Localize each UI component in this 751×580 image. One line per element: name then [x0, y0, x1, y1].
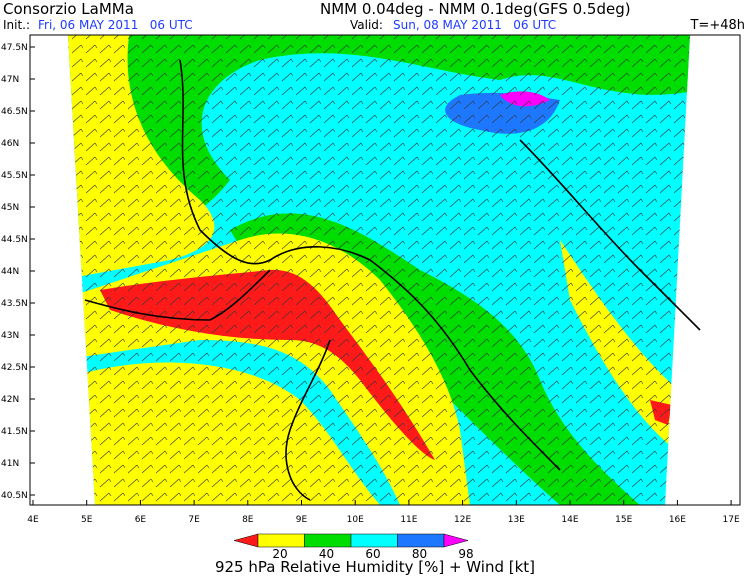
- x-tick-label: 9E: [296, 515, 308, 525]
- init-label: Init.:: [3, 18, 30, 32]
- valid-value: Sun, 08 MAY 2011 06 UTC: [393, 18, 556, 32]
- y-axis: 47.5N 47N 46.5N 46N 45.5N 45N 44.5N 44N 43.5N 43N…: [1, 43, 35, 501]
- x-tick-label: 16E: [669, 515, 686, 525]
- y-tick-label: 46.5N: [1, 107, 28, 117]
- x-tick-label: 13E: [508, 515, 525, 525]
- x-tick-label: 15E: [615, 515, 632, 525]
- x-tick-label: 12E: [454, 515, 471, 525]
- colorbar-segment: [257, 533, 305, 548]
- x-tick-label: 14E: [561, 515, 578, 525]
- y-tick-label: 44.5N: [1, 235, 28, 245]
- init-value: Fri, 06 MAY 2011 06 UTC: [38, 18, 193, 32]
- colorbar: 20 40 60 80 98: [233, 533, 474, 561]
- caption: 925 hPa Relative Humidity [%] + Wind [kt…: [215, 558, 535, 576]
- y-tick-label: 47.5N: [1, 43, 28, 53]
- y-tick-label: 45.5N: [1, 171, 28, 181]
- x-tick-label: 11E: [400, 515, 417, 525]
- coastlines: [84, 59, 701, 501]
- colorbar-segment: [304, 533, 352, 548]
- y-tick-label: 43.5N: [1, 299, 28, 309]
- colorbar-label: 60: [365, 547, 380, 561]
- y-tick-label: 43N: [1, 331, 19, 341]
- x-axis: 4E 5E 6E 7E 8E 9E 10E 11E 12E 13E 14E 15E 16E 17E: [27, 500, 740, 525]
- y-tick-label: 42N: [1, 395, 19, 405]
- colorbar-label: 80: [412, 547, 427, 561]
- y-tick-label: 40.5N: [1, 491, 28, 501]
- x-tick-label: 6E: [135, 515, 147, 525]
- x-tick-label: 17E: [723, 515, 740, 525]
- colorbar-segment: [233, 533, 259, 548]
- y-tick-label: 47N: [1, 75, 19, 85]
- x-tick-label: 10E: [347, 515, 364, 525]
- y-tick-label: 44N: [1, 267, 19, 277]
- colorbar-segment: [443, 533, 469, 548]
- y-tick-label: 46N: [1, 139, 19, 149]
- x-tick-label: 8E: [242, 515, 254, 525]
- colorbar-label: 98: [458, 547, 473, 561]
- colorbar-label: 20: [272, 547, 287, 561]
- title: Consorzio LaMMa: [3, 0, 134, 18]
- frame: [29, 34, 741, 506]
- colorbar-segment: [350, 533, 398, 548]
- colorbar-segment: [397, 533, 445, 548]
- x-tick-label: 5E: [81, 515, 93, 525]
- y-tick-label: 45N: [1, 203, 19, 213]
- y-tick-label: 42.5N: [1, 363, 28, 373]
- model: NMM 0.04deg - NMM 0.1deg(GFS 0.5deg): [320, 0, 631, 18]
- colorbar-label: 40: [319, 547, 334, 561]
- y-tick-label: 41N: [1, 459, 19, 469]
- humidity-field: [68, 35, 690, 505]
- valid-label: Valid:: [350, 18, 383, 32]
- y-tick-label: 41.5N: [1, 427, 28, 437]
- x-tick-label: 4E: [27, 515, 39, 525]
- x-tick-label: 7E: [188, 515, 200, 525]
- lead-time: T=+48h: [689, 18, 745, 33]
